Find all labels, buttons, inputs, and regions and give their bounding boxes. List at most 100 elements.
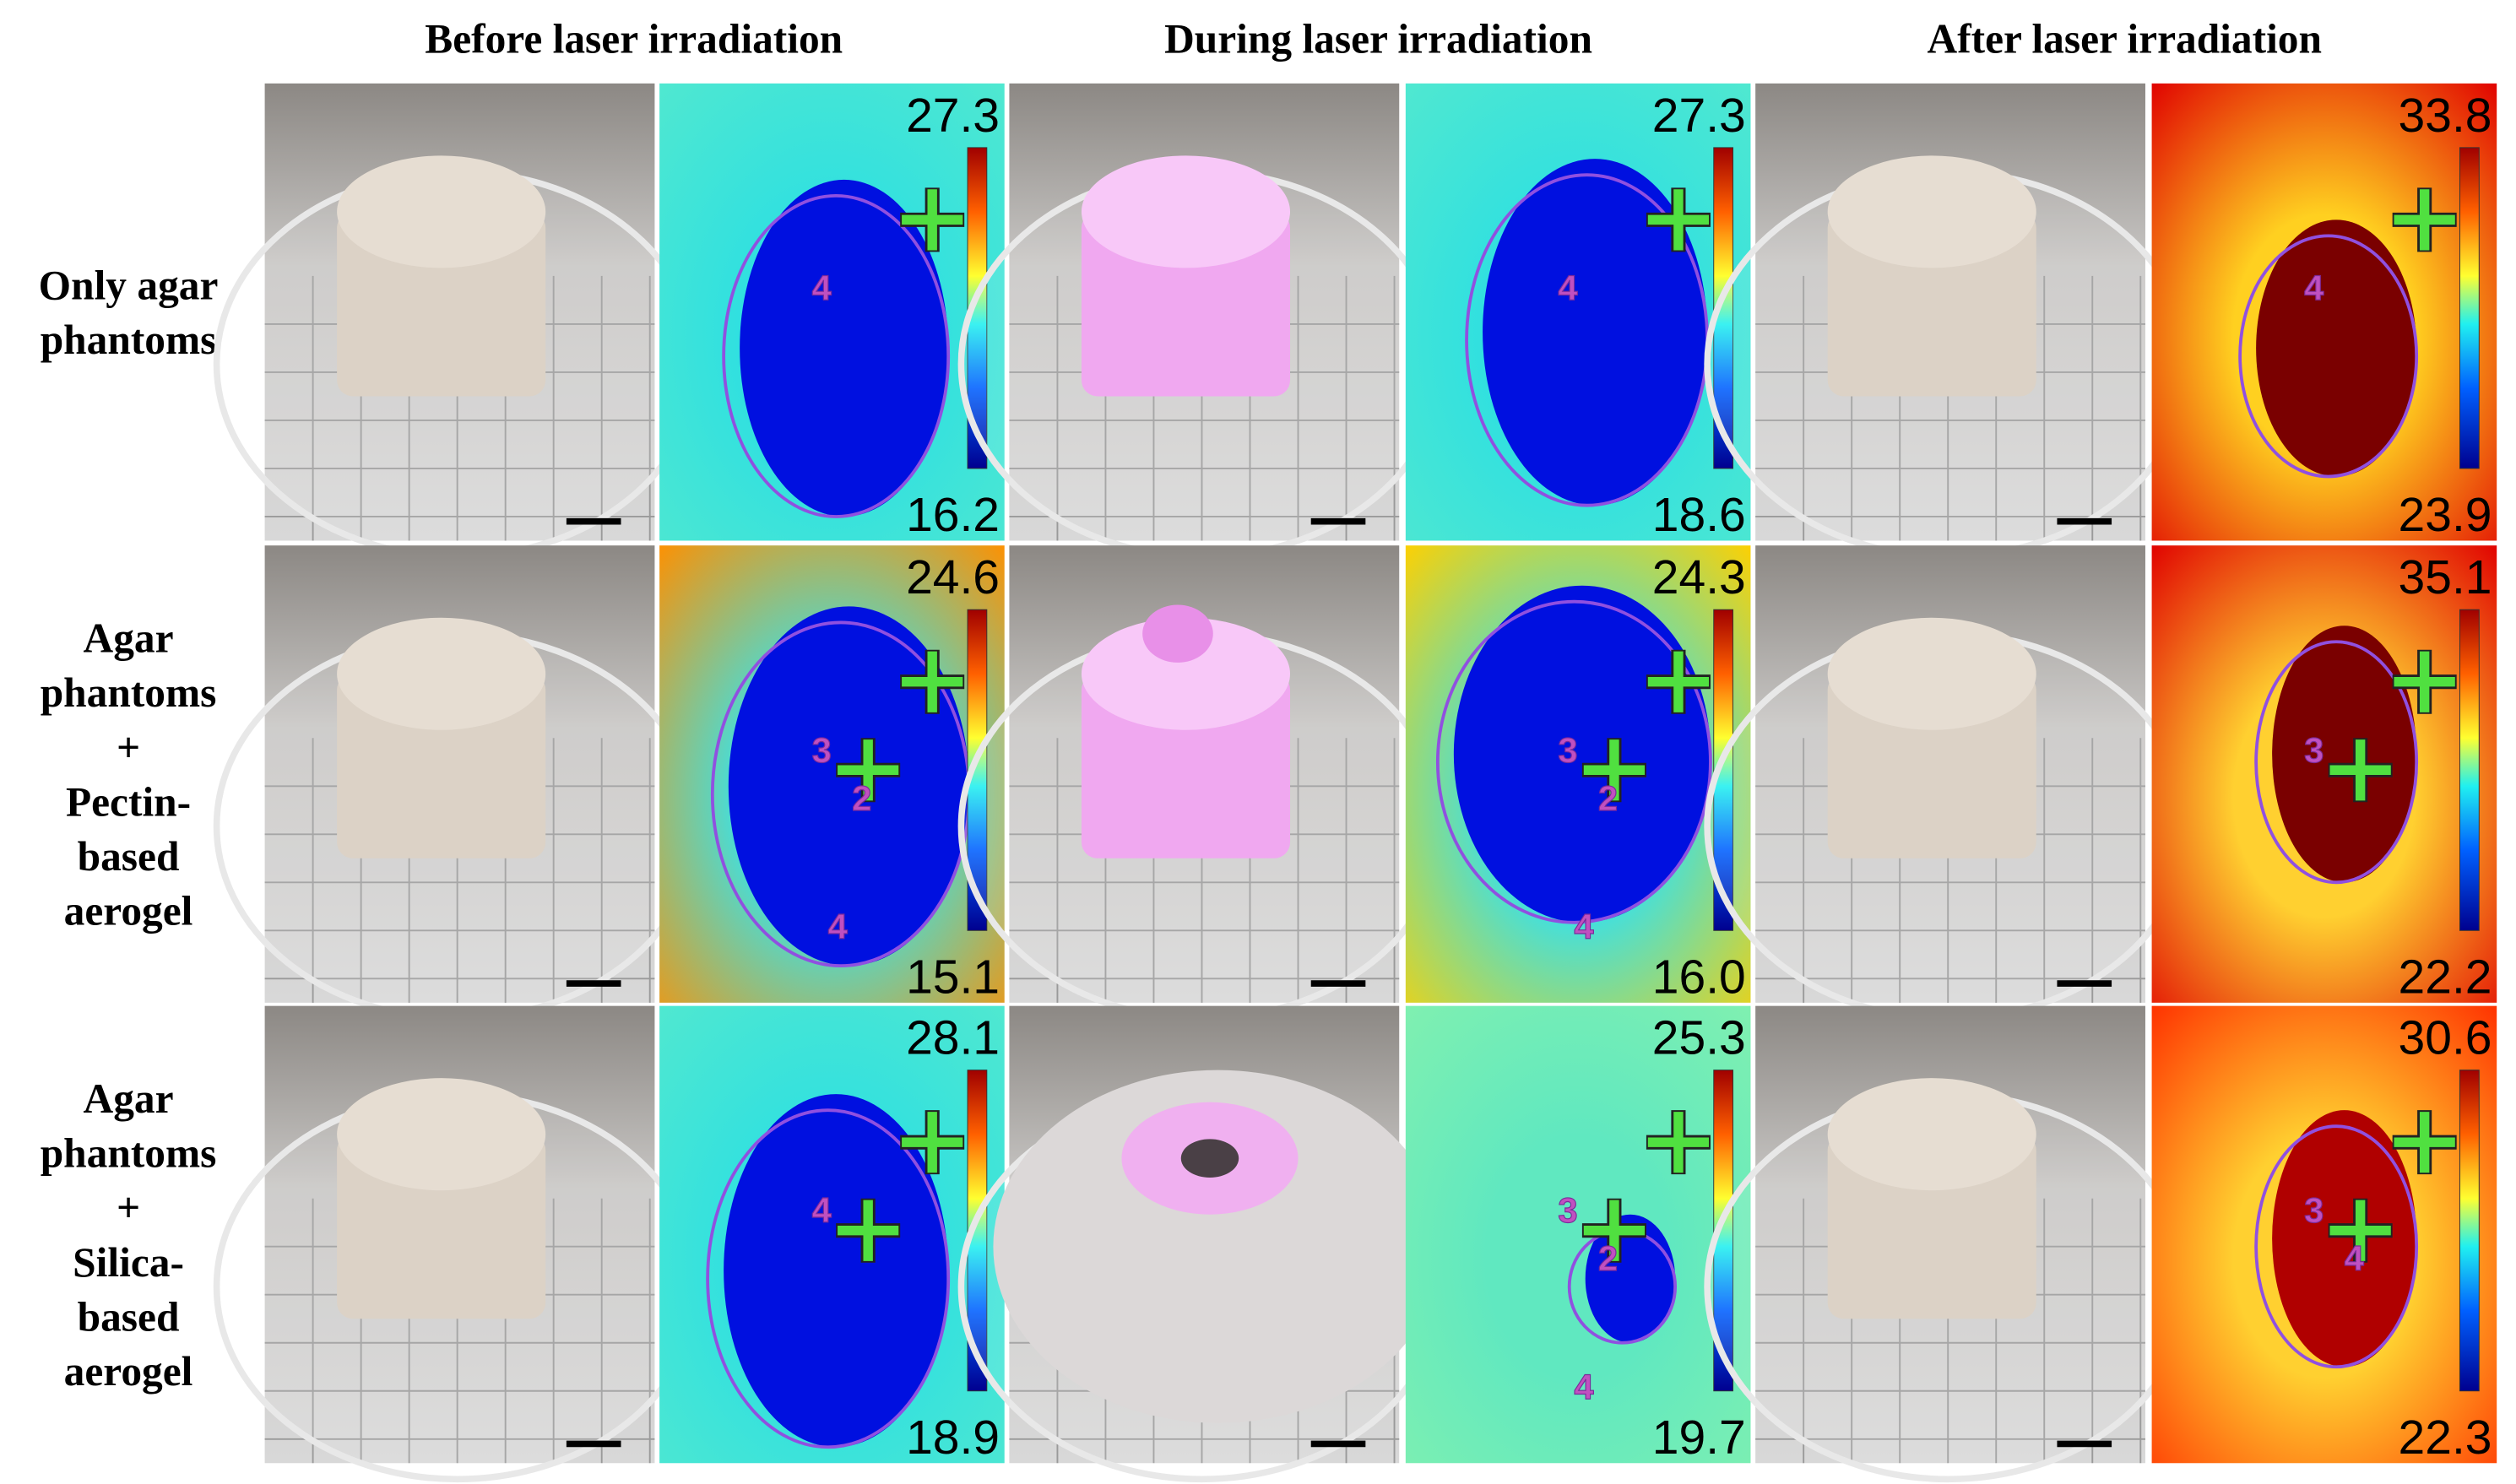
colorbar <box>2459 609 2480 931</box>
min-temperature: 22.3 <box>2399 1411 2492 1465</box>
hot-cold-region <box>2256 219 2417 477</box>
row-label: Agar <box>84 1075 174 1122</box>
hole <box>1180 1139 1239 1178</box>
column-header: After laser irradiation <box>1928 16 2322 62</box>
roi-outline <box>2254 640 2419 885</box>
photo <box>957 83 1446 561</box>
row-label: phantoms <box>41 669 217 716</box>
max-temperature: 27.3 <box>1652 89 1746 143</box>
roi-label: 4 <box>1574 907 1594 946</box>
roi-outline <box>706 1108 951 1449</box>
row-label: + <box>117 724 140 771</box>
max-temperature: 24.3 <box>1652 550 1746 604</box>
column-header: Before laser irradiation <box>425 16 843 62</box>
colorbar <box>1713 147 1734 469</box>
aerogel <box>993 1070 1443 1423</box>
min-temperature: 22.2 <box>2399 950 2492 1004</box>
crosshair <box>2329 739 2391 801</box>
hot-cold-region <box>1453 585 1711 923</box>
row-label: aerogel <box>64 888 193 934</box>
gel-top <box>337 617 546 730</box>
max-temperature: 33.8 <box>2399 89 2492 143</box>
max-temperature: 35.1 <box>2399 550 2492 604</box>
gel-top <box>1081 155 1291 268</box>
crosshair <box>838 1200 899 1261</box>
row-label: phantoms <box>41 317 217 363</box>
colorbar <box>1713 1070 1734 1392</box>
photo <box>957 545 1446 1022</box>
roi-label: 2 <box>1598 1238 1618 1278</box>
photo <box>213 1005 702 1483</box>
thermal-image: 3 35.1 22.2 <box>2151 545 2497 1004</box>
roi-label: 3 <box>1558 730 1577 770</box>
thermal-image: 4 27.3 16.2 <box>659 83 1005 542</box>
min-temperature: 19.7 <box>1652 1411 1746 1465</box>
crosshair <box>1647 1112 1710 1173</box>
row-label: Pectin- <box>66 778 191 825</box>
roi-outline <box>722 193 951 518</box>
max-temperature: 25.3 <box>1652 1011 1746 1065</box>
thermal-image: 34 30.6 22.3 <box>2151 1005 2497 1465</box>
roi-label: 3 <box>2304 730 2324 770</box>
crosshair <box>2394 1112 2455 1173</box>
hot-cold-region <box>2272 626 2417 883</box>
roi-outline <box>2254 1124 2419 1369</box>
row-label: + <box>117 1184 140 1231</box>
aerogel <box>1142 604 1213 663</box>
min-temperature: 16.0 <box>1652 950 1746 1004</box>
min-temperature: 15.1 <box>906 950 1000 1004</box>
photo <box>1704 83 2193 561</box>
hot-cold-region <box>740 179 949 517</box>
row-label: based <box>78 833 180 880</box>
thermal-image: 4 33.8 23.9 <box>2151 83 2497 542</box>
row-label: Agar <box>84 615 174 662</box>
photo <box>1704 545 2193 1022</box>
min-temperature: 18.6 <box>1652 488 1746 542</box>
crosshair <box>1583 1200 1646 1261</box>
roi-label: 3 <box>1558 1190 1577 1230</box>
roi-outline <box>1435 599 1712 924</box>
min-temperature: 18.9 <box>906 1411 1000 1465</box>
colorbar <box>1713 609 1734 931</box>
column-header: During laser irradiation <box>1164 16 1592 62</box>
roi-label: 4 <box>2345 1238 2365 1278</box>
photo <box>957 1005 1446 1483</box>
roi-outline <box>2238 234 2419 479</box>
gel-top <box>1827 617 2036 730</box>
photo <box>213 83 702 561</box>
roi-label: 4 <box>812 1190 832 1230</box>
crosshair <box>2329 1200 2391 1261</box>
colorbar <box>2459 147 2480 469</box>
crosshair <box>902 651 963 712</box>
roi-label: 2 <box>852 778 871 818</box>
colorbar <box>2459 1070 2480 1392</box>
roi-label: 4 <box>2304 268 2324 307</box>
crosshair <box>2394 651 2455 712</box>
gel-top <box>337 1078 546 1191</box>
thermal-image: 4 27.3 18.6 <box>1405 83 1751 542</box>
hot-cold-region <box>1483 159 1708 506</box>
crosshair <box>902 1112 963 1173</box>
crosshair <box>1647 189 1710 251</box>
roi-label: 4 <box>812 268 832 307</box>
min-temperature: 23.9 <box>2399 488 2492 542</box>
row-label: Only agar <box>39 262 219 308</box>
thermal-image: 4 28.1 18.9 <box>659 1005 1005 1465</box>
row-label: phantoms <box>41 1130 217 1177</box>
crosshair <box>902 189 963 251</box>
colorbar <box>967 147 988 469</box>
hot-cold-region <box>728 606 969 967</box>
gel-top <box>1827 155 2036 268</box>
thermal-image: 32 4 24.3 16.0 <box>1405 545 1751 1004</box>
row-label: aerogel <box>64 1348 193 1395</box>
max-temperature: 27.3 <box>906 89 1000 143</box>
roi-label: 3 <box>2304 1190 2324 1230</box>
hot-cold-region <box>724 1094 949 1448</box>
max-temperature: 30.6 <box>2399 1011 2492 1065</box>
max-temperature: 24.6 <box>906 550 1000 604</box>
crosshair <box>2394 189 2455 251</box>
photo <box>1704 1005 2193 1483</box>
thermal-background <box>1405 1005 1751 1464</box>
